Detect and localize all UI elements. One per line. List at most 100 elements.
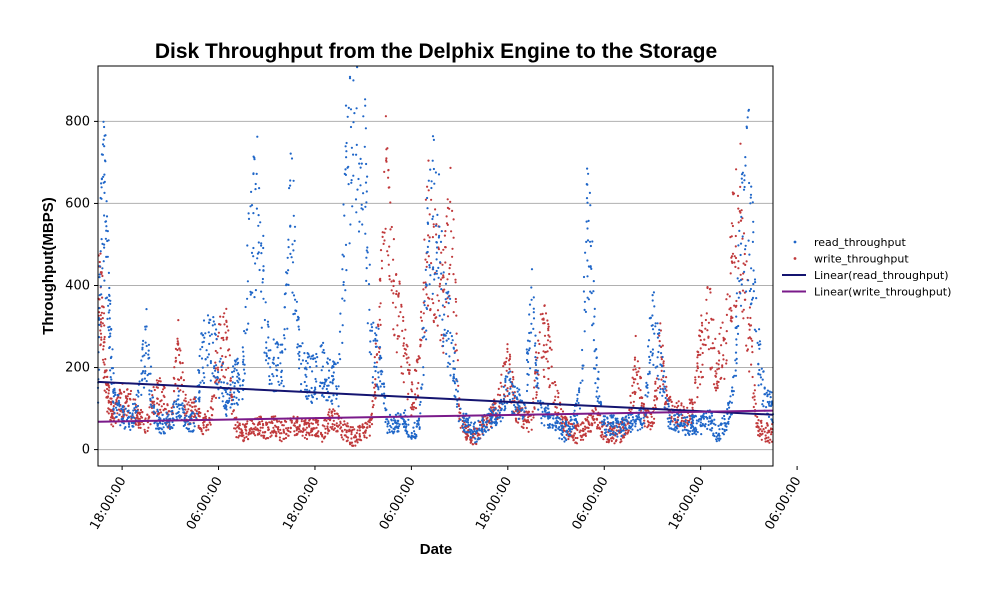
read_throughput-point (391, 422, 394, 425)
read_throughput-point (652, 363, 655, 366)
write_throughput-point (107, 412, 110, 415)
read_throughput-point (312, 354, 315, 357)
read_throughput-point (462, 423, 465, 426)
read_throughput-point (757, 343, 760, 347)
read_throughput-point (582, 290, 586, 293)
read_throughput-point (511, 397, 514, 400)
read_throughput-point (292, 214, 295, 217)
read_throughput-point (692, 422, 695, 425)
write_throughput-point (546, 350, 549, 353)
read_throughput-point (379, 354, 382, 357)
write_throughput-point (696, 350, 699, 353)
read_throughput-point (342, 255, 345, 258)
read_throughput-point (237, 398, 240, 401)
read_throughput-point (662, 374, 665, 378)
read_throughput-point (699, 421, 703, 424)
read_throughput-point (105, 225, 108, 228)
write_throughput-point (658, 340, 661, 343)
write_throughput-point (764, 440, 767, 443)
write_throughput-point (321, 424, 324, 427)
read_throughput-point (561, 433, 564, 437)
write_throughput-point (646, 426, 649, 429)
write_throughput-point (691, 403, 694, 406)
write_throughput-point (180, 376, 183, 379)
write_throughput-point (716, 368, 719, 371)
read_throughput-point (424, 268, 427, 271)
read_throughput-point (567, 427, 570, 431)
read_throughput-point (453, 382, 457, 385)
write_throughput-point (752, 392, 755, 395)
write_throughput-point (730, 320, 733, 323)
write_throughput-point (720, 344, 723, 347)
read_throughput-point (148, 389, 151, 392)
read_throughput-point (723, 430, 726, 433)
read_throughput-point (540, 406, 543, 409)
read_throughput-point (209, 318, 212, 321)
write_throughput-point (197, 408, 200, 411)
read_throughput-point (310, 386, 313, 390)
read_throughput-point (654, 322, 657, 325)
write_throughput-point (285, 433, 288, 436)
write_throughput-point (742, 232, 746, 235)
read_throughput-point (183, 416, 186, 419)
read_throughput-point (242, 350, 245, 353)
read_throughput-point (156, 410, 160, 413)
read_throughput-point (344, 104, 348, 107)
read_throughput-point (464, 419, 467, 422)
write_throughput-point (267, 428, 270, 432)
read_throughput-point (498, 411, 501, 414)
write_throughput-point (408, 371, 411, 374)
chart-title: Disk Throughput from the Delphix Engine … (155, 40, 717, 63)
read_throughput-point (615, 432, 618, 436)
write_throughput-point (715, 372, 718, 375)
read_throughput-point (314, 377, 317, 381)
write_throughput-point (426, 304, 430, 307)
read_throughput-point (323, 351, 326, 354)
read_throughput-point (246, 280, 249, 283)
trend-lines (97, 380, 774, 423)
read_throughput-point (684, 416, 687, 419)
read_throughput-point (110, 367, 113, 370)
write_throughput-point (219, 323, 222, 326)
read_throughput-point (434, 171, 437, 174)
write_throughput-point (595, 418, 599, 421)
write_throughput-point (125, 414, 128, 417)
read_throughput-point (590, 267, 593, 270)
read_throughput-point (434, 224, 438, 227)
write_throughput-point (584, 432, 587, 435)
read_throughput-point (226, 393, 229, 396)
read_throughput-point (725, 425, 728, 428)
read_throughput-point (169, 417, 172, 420)
write_throughput-point (324, 431, 327, 434)
write_throughput-point (427, 159, 430, 162)
read_throughput-point (582, 275, 586, 279)
read_throughput-point (517, 417, 520, 420)
read_throughput-point (283, 306, 286, 309)
write_throughput-point (577, 425, 580, 428)
write_throughput-point (258, 432, 261, 435)
read_throughput-point (103, 145, 106, 148)
read_throughput-point (100, 177, 103, 180)
read_throughput-point (157, 428, 160, 431)
read_throughput-point (717, 433, 720, 436)
write_throughput-point (284, 436, 288, 440)
read_throughput-point (315, 397, 318, 400)
write_throughput-point (401, 329, 404, 332)
read_throughput-point (321, 381, 324, 384)
write_throughput-point (283, 431, 286, 434)
write_throughput-point (740, 209, 743, 212)
write_throughput-point (760, 421, 763, 424)
write_throughput-point (723, 377, 726, 380)
write_throughput-point (443, 288, 446, 291)
read_throughput-point (114, 393, 117, 396)
read_throughput-point (737, 296, 740, 299)
write_throughput-point (216, 368, 220, 371)
write_throughput-point (350, 437, 353, 440)
read_throughput-point (144, 372, 147, 375)
read_throughput-point (658, 344, 661, 347)
write_throughput-point (148, 406, 151, 409)
write_throughput-point (355, 439, 358, 442)
write_throughput-point (600, 430, 603, 434)
write_throughput-point (765, 436, 768, 440)
read_throughput-point (292, 294, 296, 297)
